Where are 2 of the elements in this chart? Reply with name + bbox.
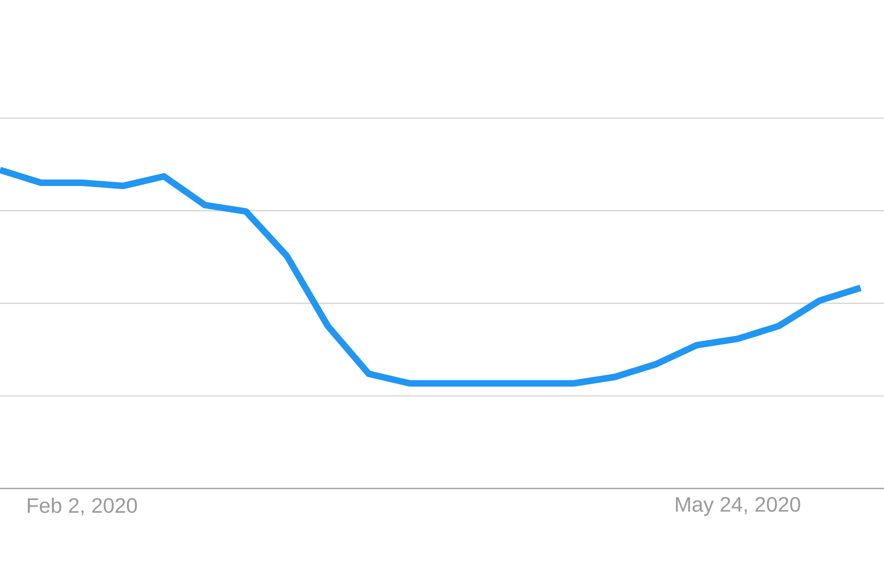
- x-tick-label: May 24, 2020: [676, 497, 800, 516]
- x-tick-label: Feb 2, 2020: [28, 498, 137, 516]
